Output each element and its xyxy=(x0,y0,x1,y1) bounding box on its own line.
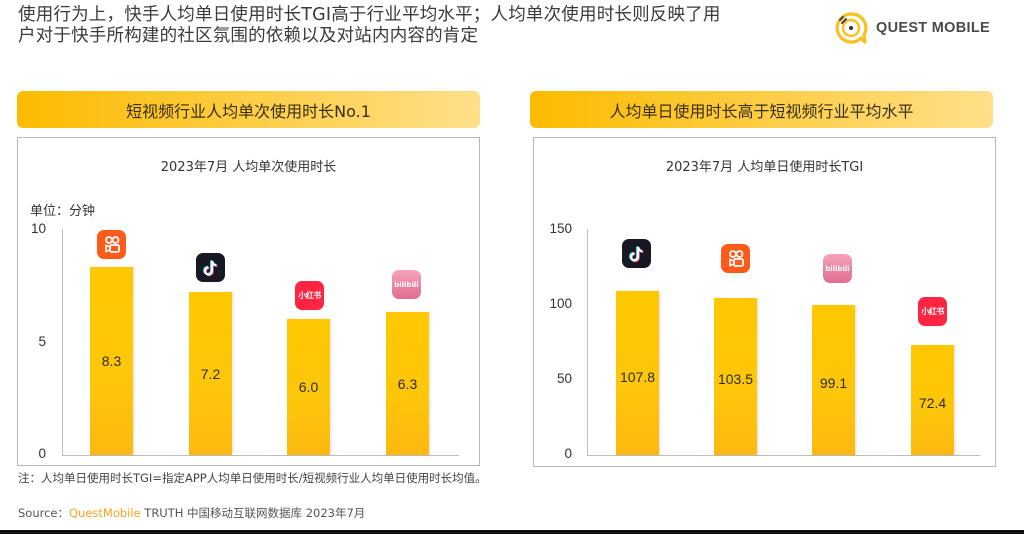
bar-value-label: 103.5 xyxy=(717,371,754,387)
right-bar-xiaohongshu: 72.4 xyxy=(911,345,954,455)
bar-value-label: 7.2 xyxy=(200,366,221,382)
left-ytick-5: 5 xyxy=(38,334,46,349)
right-ytick-0: 0 xyxy=(564,446,572,461)
left-x-axis xyxy=(62,455,459,456)
right-panel-header: 人均单日使用时长高于短视频行业平均水平 xyxy=(530,91,993,128)
right-y-axis xyxy=(587,229,588,456)
logo-text: QUEST MOBILE xyxy=(876,20,990,36)
right-ytick-100: 100 xyxy=(549,296,572,311)
source-prefix: Source： xyxy=(18,506,69,520)
left-bar-bilibili: 6.3 xyxy=(386,312,429,455)
bar-value-label: 6.3 xyxy=(397,376,418,392)
bar-value-label: 6.0 xyxy=(298,379,319,395)
bilibili-icon: bilibili xyxy=(392,270,421,299)
left-bar-kuaishou: 8.3 xyxy=(90,267,133,455)
source-brand: QuestMobile xyxy=(69,506,141,520)
bar-value-label: 8.3 xyxy=(101,353,122,369)
questmobile-logo: QUEST MOBILE xyxy=(834,10,990,46)
left-panel-header: 短视频行业人均单次使用时长No.1 xyxy=(17,91,480,128)
questmobile-logo-icon xyxy=(834,11,868,45)
headline-line-1: 使用行为上，快手人均单日使用时长TGI高于行业平均水平；人均单次使用时长则反映了… xyxy=(18,5,721,25)
right-ytick-50: 50 xyxy=(556,371,572,386)
douyin-icon xyxy=(196,253,225,282)
right-chart-title: 2023年7月 人均单日使用时长TGI xyxy=(665,160,864,175)
bilibili-icon: bilibili xyxy=(823,254,852,283)
bar-value-label: 107.8 xyxy=(619,369,656,385)
bar-value-label: 99.1 xyxy=(819,375,848,391)
footnote: 注：人均单日使用时长TGI=指定APP人均单日使用时长/短视频行业人均单日使用时… xyxy=(18,471,487,485)
headline-line-2: 户对于快手所构建的社区氛围的依赖以及对站内内容的肯定 xyxy=(18,26,479,46)
left-ytick-0: 0 xyxy=(38,446,46,461)
xiaohongshu-icon: 小红书 xyxy=(918,297,947,326)
kuaishou-icon xyxy=(97,230,126,259)
page-headline: 使用行为上，快手人均单日使用时长TGI高于行业平均水平；人均单次使用时长则反映了… xyxy=(18,5,818,47)
source-rest: TRUTH 中国移动互联网数据库 2023年7月 xyxy=(140,506,366,520)
left-bar-douyin: 7.2 xyxy=(189,292,232,455)
left-chart-unit: 单位：分钟 xyxy=(30,204,96,219)
right-x-axis xyxy=(587,455,980,456)
bar-value-label: 72.4 xyxy=(918,395,947,411)
right-bar-bilibili: 99.1 xyxy=(812,305,855,455)
right-bar-douyin: 107.8 xyxy=(616,291,659,455)
kuaishou-icon xyxy=(721,244,750,273)
source-line: Source：QuestMobile TRUTH 中国移动互联网数据库 2023… xyxy=(18,505,365,521)
bottom-border xyxy=(0,530,1024,534)
xiaohongshu-icon: 小红书 xyxy=(295,281,324,310)
douyin-icon xyxy=(622,239,651,268)
left-ytick-10: 10 xyxy=(30,221,46,236)
left-chart-title: 2023年7月 人均单次使用时长 xyxy=(160,160,337,175)
left-y-axis xyxy=(62,229,63,456)
right-ytick-150: 150 xyxy=(549,221,572,236)
right-bar-kuaishou: 103.5 xyxy=(714,298,757,455)
left-bar-xiaohongshu: 6.0 xyxy=(287,319,330,455)
